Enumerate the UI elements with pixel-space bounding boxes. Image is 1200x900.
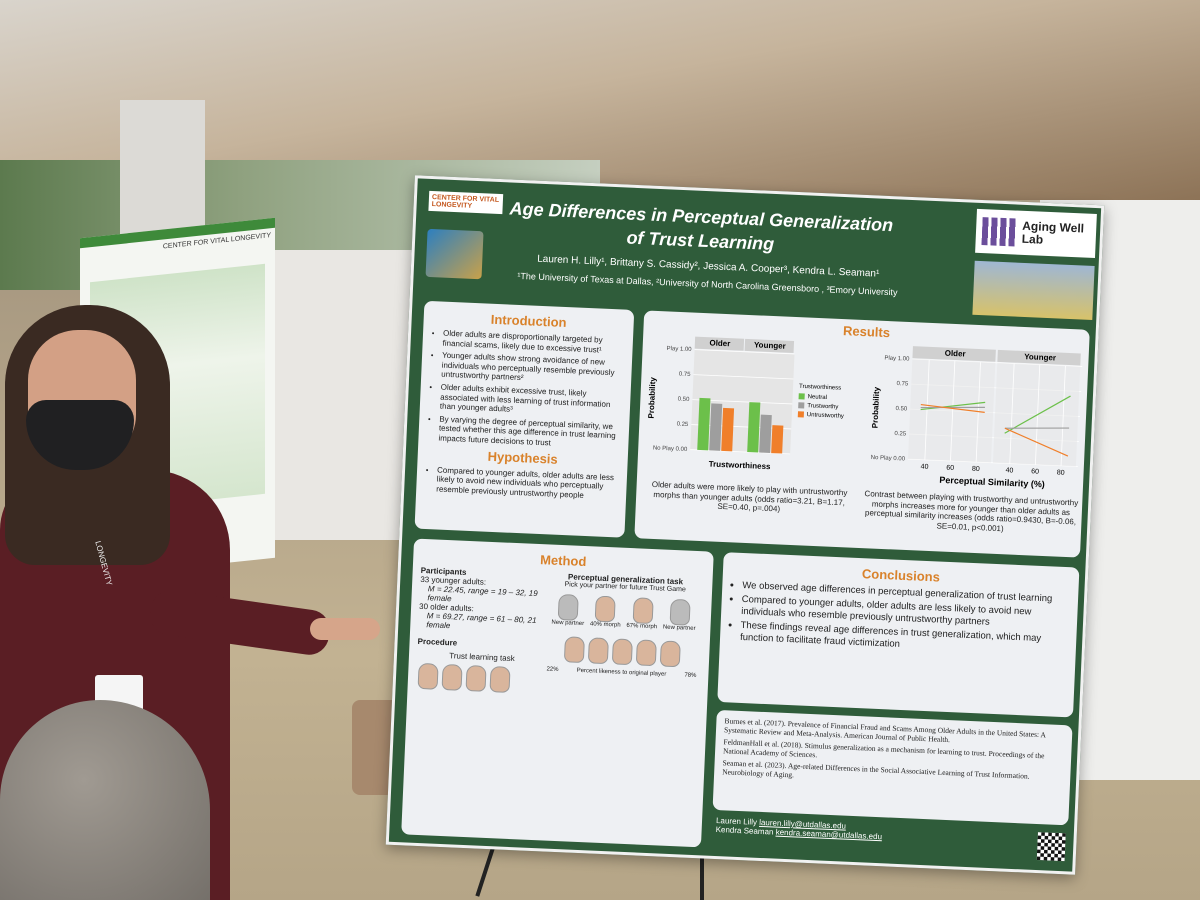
- line: [920, 403, 985, 413]
- facet-strip: [744, 338, 795, 353]
- bar: [697, 397, 711, 451]
- chart-caption: Contrast between playing with trustworth…: [864, 489, 1079, 534]
- results-box: Results No Play 0.00 0.25 0.50 0.75 Play 1.0…: [634, 310, 1090, 558]
- bullet: By varying the degree of perceptual simi…: [438, 414, 621, 451]
- y-tick-label: 0.25: [894, 431, 907, 438]
- x-grid-line: [1009, 363, 1015, 464]
- y-tick-label: 0.50: [678, 397, 691, 404]
- line: [920, 406, 985, 409]
- references-box: Burnes et al. (2017). Prevalence of Fina…: [712, 709, 1073, 826]
- y-tick-label: No Play 0.00: [653, 445, 688, 453]
- logo-left: CENTER FOR VITAL LONGEVITY: [428, 190, 504, 215]
- method-box: Method Participants 33 younger adults: M…: [401, 538, 714, 848]
- facet-label: Younger: [754, 340, 786, 350]
- plot-bg: [908, 359, 996, 463]
- y-axis-label: Probability: [647, 376, 658, 418]
- y-tick-label: Play 1.00: [666, 346, 692, 353]
- y-tick-label: 0.25: [677, 422, 690, 429]
- qr-code: [1036, 832, 1066, 862]
- x-tick-label: 60: [946, 465, 954, 472]
- poster: CENTER FOR VITAL LONGEVITY Age Differenc…: [385, 175, 1105, 875]
- legend-title: Trustworthiness: [799, 384, 841, 392]
- introduction-box: Introduction Older adults are disproport…: [414, 300, 635, 538]
- legend-label: Neutral: [808, 394, 828, 401]
- x-grid-line: [1060, 365, 1066, 466]
- bullet: Older adults exhibit excessive trust, li…: [440, 383, 623, 420]
- pillar: [120, 100, 205, 250]
- bar: [771, 425, 784, 454]
- x-tick-label: 40: [920, 463, 928, 470]
- person-hand: [310, 618, 380, 640]
- bar: [721, 407, 735, 452]
- bullet: Compared to younger adults, older adults…: [436, 465, 619, 502]
- facet-label: Older: [945, 349, 966, 359]
- legend-label: Trustworthy: [807, 403, 838, 410]
- facet-strip: [997, 349, 1081, 366]
- label: 67% morph: [626, 622, 658, 631]
- x-tick-label: 40: [1005, 467, 1013, 474]
- foreground-hat: [0, 700, 210, 900]
- x-grid-line: [950, 360, 956, 461]
- logo-right-text: Aging Well Lab: [1021, 219, 1085, 247]
- y-tick-label: 0.50: [895, 406, 908, 413]
- lanyard-text: LONGEVITY: [93, 540, 114, 587]
- grid-line: [693, 374, 794, 380]
- label: 78%: [684, 672, 697, 680]
- label: New partner: [662, 624, 696, 632]
- chart: No Play 0.00 0.25 0.50 0.75 Play 1.00 Probabi…: [647, 336, 844, 471]
- handshake-icon: [425, 228, 484, 280]
- chart: No Play 0.00 0.25 0.50 0.75 Play 1.00 Probabi…: [870, 346, 1083, 490]
- bar: [709, 403, 723, 451]
- label: 40% morph: [589, 621, 621, 629]
- x-tick-label: 80: [1057, 469, 1065, 476]
- logo-right: Aging Well Lab: [975, 208, 1097, 259]
- subheading: Procedure: [417, 636, 458, 648]
- legend-swatch: [797, 411, 805, 418]
- legend-swatch: [798, 402, 805, 409]
- logo-mark: [981, 217, 1017, 247]
- x-grid-line: [924, 359, 930, 460]
- line: [1004, 395, 1071, 434]
- side-board: [250, 250, 420, 540]
- bar: [759, 414, 772, 454]
- line: [1004, 427, 1070, 429]
- bar: [747, 402, 761, 453]
- facet-label: Younger: [1024, 352, 1056, 362]
- label: Percent likeness to original player: [576, 667, 667, 678]
- line: [920, 401, 986, 411]
- facet-label: Older: [709, 338, 730, 348]
- x-axis-label: Perceptual Similarity (%): [939, 475, 1045, 490]
- legend-label: Untrustworthy: [807, 412, 844, 420]
- bullet: Younger adults show strong avoidance of …: [441, 351, 624, 388]
- grid-line: [694, 349, 795, 355]
- conclusions-box: Conclusions We observed age differences …: [717, 552, 1080, 718]
- facet-strip: [694, 336, 745, 351]
- y-tick-label: No Play 0.00: [871, 455, 906, 463]
- faces: [415, 662, 546, 697]
- contact-name: Kendra Seaman: [715, 825, 774, 837]
- y-axis-label: Probability: [870, 386, 881, 428]
- legend-swatch: [798, 393, 805, 400]
- face-mask: [26, 400, 134, 470]
- x-tick-label: 60: [1031, 468, 1039, 475]
- y-tick-label: Play 1.00: [884, 356, 910, 363]
- label: New partner: [551, 619, 585, 628]
- x-tick-label: 80: [972, 466, 980, 473]
- lanyard: LONGEVITY: [62, 540, 132, 680]
- label: 22%: [546, 666, 559, 674]
- y-tick-label: 0.75: [679, 372, 692, 379]
- logo-image: [972, 260, 1095, 320]
- text: Trust learning task: [449, 651, 515, 664]
- poster-title: Age Differences in Perceptual Generaliza…: [509, 198, 894, 255]
- facet-strip: [912, 346, 996, 362]
- line: [1004, 427, 1069, 457]
- y-tick-label: 0.75: [896, 381, 909, 388]
- x-axis-label: Trustworthiness: [709, 459, 772, 471]
